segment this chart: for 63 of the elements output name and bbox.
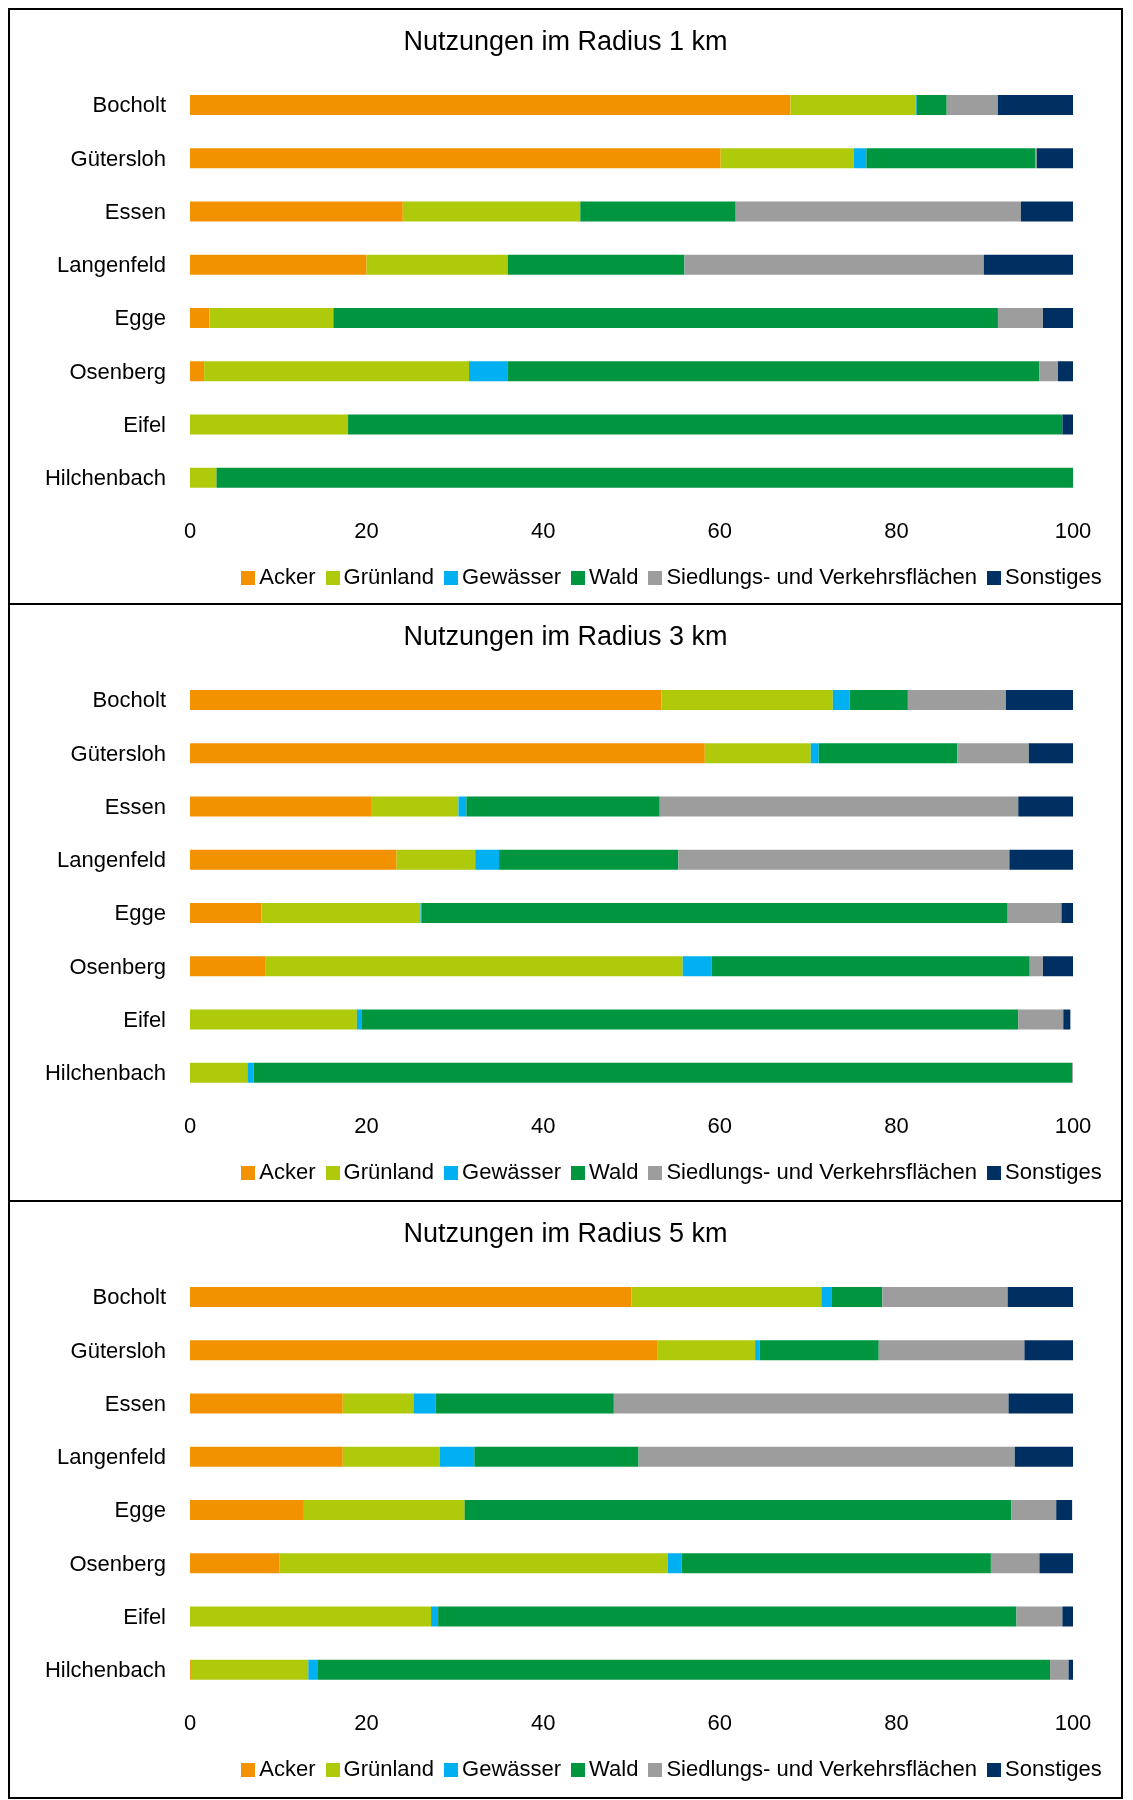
y-tick-label: Osenberg <box>69 953 166 979</box>
y-tick-label: Eifel <box>123 1603 166 1629</box>
y-tick-label: Essen <box>104 1390 166 1416</box>
y-tick-label: Eifel <box>123 411 166 437</box>
y-tick-label: Bocholt <box>92 92 166 118</box>
y-tick-label: Essen <box>104 198 166 224</box>
x-tick-label: 20 <box>354 1112 379 1138</box>
x-tick-label: 40 <box>530 517 556 543</box>
legend-label: Sonstiges <box>1005 1756 1102 1781</box>
y-tick-label: Langenfeld <box>57 847 166 873</box>
x-tick-label: 40 <box>530 1709 556 1735</box>
legend-label: Sonstiges <box>1005 564 1102 589</box>
y-tick-label: Essen <box>104 793 166 819</box>
y-tick-label: Eifel <box>123 1006 166 1032</box>
legend-label: Wald <box>589 1756 639 1781</box>
chart-title: Nutzungen im Radius 1 km <box>402 25 729 58</box>
legend-label: Grünland <box>343 564 435 589</box>
legend-label: Wald <box>589 1159 639 1184</box>
y-tick-label: Hilchenbach <box>44 1060 166 1086</box>
x-tick-label: 100 <box>1054 1709 1092 1735</box>
chart-title: Nutzungen im Radius 3 km <box>402 620 729 653</box>
legend-label: Grünland <box>343 1756 435 1781</box>
x-tick-label: 80 <box>884 1112 909 1138</box>
x-tick-label: 100 <box>1054 517 1092 543</box>
x-tick-label: 0 <box>183 517 197 543</box>
y-tick-label: Hilchenbach <box>44 1657 166 1683</box>
y-tick-label: Osenberg <box>69 1550 166 1576</box>
x-tick-label: 0 <box>183 1112 197 1138</box>
x-tick-label: 60 <box>707 1709 733 1735</box>
x-tick-label: 40 <box>530 1112 556 1138</box>
y-tick-label: Gütersloh <box>70 1337 166 1363</box>
x-tick-label: 80 <box>884 1709 909 1735</box>
legend-label: Gewässer <box>462 1756 562 1781</box>
y-tick-label: Egge <box>114 1497 166 1523</box>
chart-title: Nutzungen im Radius 5 km <box>402 1217 729 1250</box>
legend-label: Gewässer <box>462 564 562 589</box>
x-tick-label: 80 <box>884 517 909 543</box>
y-tick-label: Hilchenbach <box>44 465 166 491</box>
legend-label: Acker <box>259 1756 316 1781</box>
y-tick-label: Gütersloh <box>70 740 166 766</box>
y-tick-label: Bocholt <box>92 687 166 713</box>
y-tick-label: Gütersloh <box>70 145 166 171</box>
legend-label: Sonstiges <box>1005 1159 1102 1184</box>
legend-label: Siedlungs- und Verkehrsflächen <box>666 564 978 589</box>
legend-label: Gewässer <box>462 1159 562 1184</box>
legend-label: Wald <box>589 564 639 589</box>
x-tick-label: 60 <box>707 517 733 543</box>
y-tick-label: Bocholt <box>92 1284 166 1310</box>
y-tick-label: Langenfeld <box>57 1444 166 1470</box>
legend-label: Grünland <box>343 1159 435 1184</box>
y-tick-label: Osenberg <box>69 358 166 384</box>
x-tick-label: 20 <box>354 1709 379 1735</box>
x-tick-label: 60 <box>707 1112 733 1138</box>
x-tick-label: 100 <box>1054 1112 1092 1138</box>
y-tick-label: Langenfeld <box>57 252 166 278</box>
x-tick-label: 0 <box>183 1709 197 1735</box>
legend-label: Acker <box>259 1159 316 1184</box>
x-tick-label: 20 <box>354 517 379 543</box>
legend-label: Acker <box>259 564 316 589</box>
legend-label: Siedlungs- und Verkehrsflächen <box>666 1159 978 1184</box>
y-tick-label: Egge <box>114 305 166 331</box>
y-tick-label: Egge <box>114 900 166 926</box>
legend-label: Siedlungs- und Verkehrsflächen <box>666 1756 978 1781</box>
